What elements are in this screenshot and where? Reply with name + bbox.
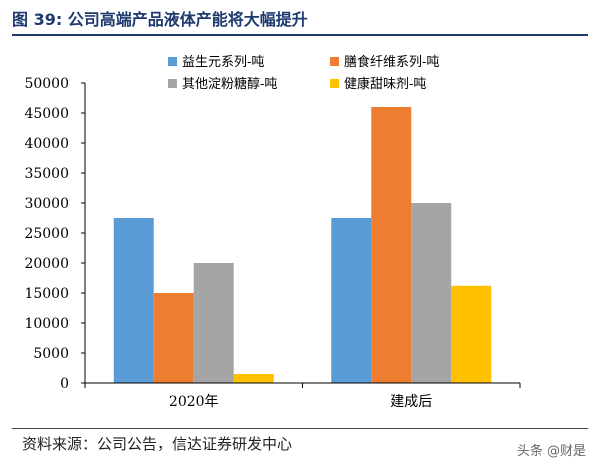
y-tick-label: 0 <box>60 376 69 392</box>
chart-title: 图 39: 公司高端产品液体产能将大幅提升 <box>12 10 308 29</box>
y-tick-label: 50000 <box>24 76 69 92</box>
y-tick-label: 20000 <box>24 256 69 272</box>
legend-swatch <box>330 79 339 88</box>
y-tick-label: 25000 <box>24 226 69 242</box>
title-divider <box>12 34 588 36</box>
source-note: 资料来源：公司公告，信达证券研发中心 <box>22 435 293 453</box>
y-tick-label: 35000 <box>24 166 69 182</box>
legend-swatch <box>168 57 177 66</box>
bar <box>233 374 274 383</box>
y-axis: 0 5000 10000 15000 20000 25000 30000 35000 40000… <box>24 76 86 392</box>
bar <box>411 203 452 383</box>
x-axis: 2020年 建成后 <box>84 382 521 410</box>
y-tick-label: 15000 <box>24 286 69 302</box>
bar <box>371 107 412 383</box>
bar <box>451 285 492 383</box>
bar <box>113 218 154 383</box>
watermark: 头条 @财是 <box>516 444 586 459</box>
y-tick-label: 45000 <box>24 106 69 122</box>
legend-swatch <box>168 79 177 88</box>
y-tick-label: 5000 <box>33 346 69 362</box>
bar <box>331 218 372 383</box>
source-divider <box>12 428 588 429</box>
legend-label: 益生元系列-吨 <box>182 55 264 70</box>
legend-label: 膳食纤维系列-吨 <box>344 54 439 70</box>
x-tick-label: 建成后 <box>390 394 432 410</box>
y-tick-label: 30000 <box>24 196 69 212</box>
x-tick-label: 2020年 <box>169 394 219 410</box>
bars-group <box>113 107 492 383</box>
bar <box>193 263 234 383</box>
y-tick-label: 40000 <box>24 136 69 152</box>
y-tick-label: 10000 <box>24 316 69 332</box>
legend-label: 健康甜味剂-吨 <box>344 76 426 92</box>
legend-swatch <box>330 57 339 66</box>
bar <box>153 293 194 383</box>
legend-label: 其他淀粉糖醇-吨 <box>182 76 277 92</box>
